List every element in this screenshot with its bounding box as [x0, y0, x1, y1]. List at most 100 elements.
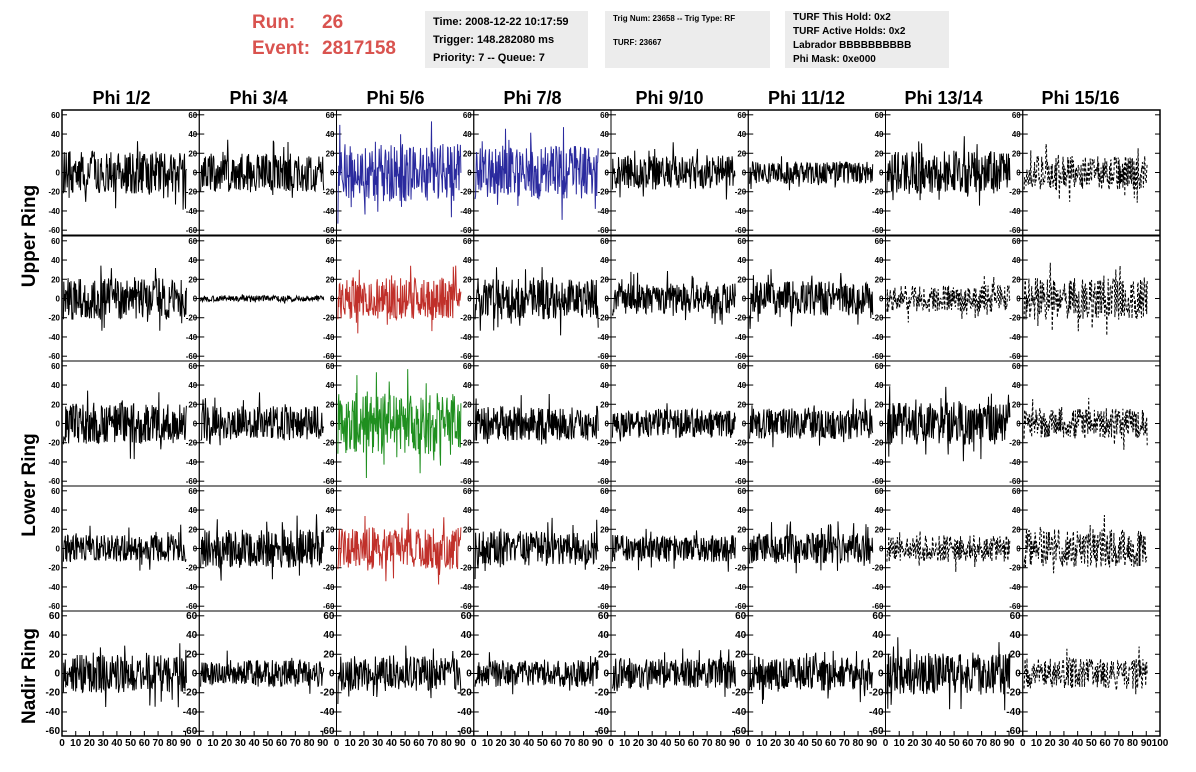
- y-tick-label: 40: [735, 630, 747, 641]
- waveform-r4-c3: [474, 652, 599, 695]
- column-label-phi-9-10: Phi 9/10: [635, 88, 704, 108]
- y-tick-label: 0: [330, 545, 335, 554]
- y-tick-label: 60: [1012, 362, 1021, 371]
- y-tick-label: 20: [1012, 149, 1021, 158]
- y-tick-label: 20: [326, 275, 335, 284]
- y-tick-label: 20: [872, 649, 884, 660]
- waveform-r4-c0: [62, 643, 187, 708]
- x-tick-label: 40: [111, 738, 123, 749]
- y-tick-label: 0: [54, 669, 60, 680]
- y-tick-label: -60: [1009, 352, 1021, 361]
- x-tick-label: 90: [317, 738, 329, 749]
- y-tick-label: 0: [329, 669, 335, 680]
- y-tick-label: 20: [463, 275, 472, 284]
- y-tick-label: -20: [597, 188, 609, 197]
- x-tick-label: 0: [1020, 738, 1026, 749]
- y-tick-label: -40: [735, 333, 747, 342]
- x-tick-label: 80: [166, 738, 178, 749]
- y-tick-label: 60: [1010, 611, 1022, 622]
- waveform-r0-c1: [200, 139, 325, 198]
- y-tick-label: 60: [186, 611, 198, 622]
- y-tick-label: 60: [600, 362, 609, 371]
- x-tick-label: 0: [59, 738, 65, 749]
- y-tick-label: -60: [595, 726, 610, 737]
- y-tick-label: 60: [463, 237, 472, 246]
- waveform-r2-c4: [611, 403, 736, 442]
- y-tick-label: -20: [1006, 688, 1021, 699]
- event-label: Event:: [252, 38, 311, 59]
- x-tick-label: 90: [1003, 738, 1015, 749]
- x-tick-label: 80: [441, 738, 453, 749]
- x-tick-label: 80: [990, 738, 1002, 749]
- time-info-panel: Time: 2008-12-22 10:17:59 Trigger: 148.2…: [425, 11, 588, 68]
- y-tick-label: 20: [323, 649, 335, 660]
- y-tick-label: 20: [1012, 275, 1021, 284]
- y-tick-label: 0: [879, 420, 884, 429]
- waveform-r0-c5: [749, 156, 874, 191]
- y-tick-label: -60: [460, 602, 472, 611]
- y-tick-label: -40: [872, 458, 884, 467]
- y-tick-label: 40: [1010, 630, 1022, 641]
- y-tick-label: 0: [193, 420, 198, 429]
- y-tick-label: 20: [188, 149, 197, 158]
- waveform-r4-c1: [200, 650, 325, 694]
- y-tick-label: -20: [323, 314, 335, 323]
- y-tick-label: 60: [51, 111, 60, 120]
- y-tick-label: -20: [460, 564, 472, 573]
- y-tick-label: -40: [48, 207, 60, 216]
- waveform-r0-c6: [886, 136, 1011, 206]
- y-tick-label: 20: [463, 400, 472, 409]
- x-tick-label: 30: [98, 738, 110, 749]
- waveform-r3-c2: [337, 513, 462, 585]
- y-tick-label: -40: [46, 707, 61, 718]
- y-tick-label: -20: [48, 439, 60, 448]
- y-tick-label: -20: [597, 564, 609, 573]
- y-tick-label: 0: [1016, 295, 1021, 304]
- x-tick-label: 60: [139, 738, 151, 749]
- y-tick-label: 20: [737, 525, 746, 534]
- y-tick-label: 20: [326, 525, 335, 534]
- y-tick-label: 0: [193, 295, 198, 304]
- y-tick-label: -60: [48, 602, 60, 611]
- y-tick-label: -20: [595, 688, 610, 699]
- x-tick-label: 70: [427, 738, 439, 749]
- y-tick-label: 0: [605, 420, 610, 429]
- y-tick-label: 20: [49, 649, 61, 660]
- y-tick-label: 0: [1016, 169, 1021, 178]
- y-tick-label: 0: [467, 169, 472, 178]
- y-tick-label: 60: [872, 611, 884, 622]
- y-tick-label: 60: [51, 237, 60, 246]
- y-tick-label: 0: [742, 420, 747, 429]
- x-tick-label: 80: [1127, 738, 1139, 749]
- y-tick-label: 20: [461, 649, 473, 660]
- y-tick-label: 0: [742, 545, 747, 554]
- labrador-text: Labrador BBBBBBBBBB: [793, 40, 912, 51]
- y-tick-label: 60: [326, 487, 335, 496]
- trigger-text: Trigger: 148.282080 ms: [433, 34, 555, 46]
- y-tick-label: -20: [460, 314, 472, 323]
- y-tick-label: -20: [1009, 188, 1021, 197]
- y-tick-label: -60: [460, 477, 472, 486]
- y-tick-label: -20: [186, 564, 198, 573]
- x-tick-label: 60: [825, 738, 837, 749]
- y-tick-label: 0: [192, 669, 198, 680]
- y-tick-label: -60: [186, 602, 198, 611]
- y-tick-label: -40: [732, 707, 747, 718]
- y-tick-label: -20: [186, 314, 198, 323]
- y-tick-label: 40: [1012, 256, 1021, 265]
- y-tick-label: -40: [460, 458, 472, 467]
- y-tick-label: -20: [323, 564, 335, 573]
- x-tick-label: 20: [496, 738, 508, 749]
- y-tick-label: 60: [1012, 487, 1021, 496]
- y-tick-label: 0: [879, 169, 884, 178]
- y-tick-label: -60: [872, 477, 884, 486]
- y-tick-label: 20: [600, 275, 609, 284]
- y-tick-label: -40: [48, 583, 60, 592]
- y-tick-label: 40: [1012, 381, 1021, 390]
- y-tick-label: 60: [875, 237, 884, 246]
- y-tick-label: 20: [51, 149, 60, 158]
- y-tick-label: 20: [326, 400, 335, 409]
- y-tick-label: -20: [872, 439, 884, 448]
- y-tick-label: 40: [1012, 506, 1021, 515]
